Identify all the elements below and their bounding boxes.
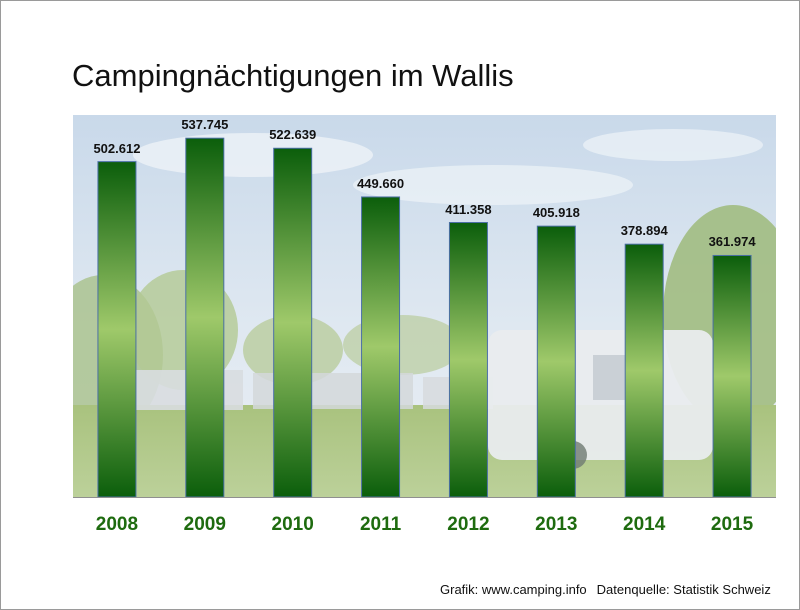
- footer-source: Grafik: www.camping.info Datenquelle: Sta…: [440, 582, 771, 597]
- chart-title: Campingnächtigungen im Wallis: [72, 58, 514, 93]
- graphic-credit: Grafik: www.camping.info: [440, 582, 587, 597]
- x-tick-label-2008: 2008: [95, 514, 139, 535]
- value-label-2008: 502.612: [93, 140, 141, 156]
- x-axis-line: [73, 497, 776, 498]
- x-tick-label-2012: 2012: [447, 514, 490, 535]
- plot-area: [73, 115, 776, 498]
- value-label-2015: 361.974: [708, 234, 756, 250]
- x-tick-label-2014: 2014: [623, 514, 666, 535]
- bar-2008: [97, 161, 137, 498]
- bar-2010: [273, 147, 313, 498]
- x-tick-label-2010: 2010: [271, 514, 314, 535]
- bar-2013: [536, 225, 576, 498]
- x-tick-label-2013: 2013: [535, 514, 578, 535]
- value-label-2009: 537.745: [181, 117, 229, 133]
- bar-2009: [185, 137, 225, 498]
- value-label-2014: 378.894: [620, 223, 668, 239]
- value-label-2012: 411.358: [445, 201, 492, 217]
- bar-chart: [73, 115, 776, 498]
- data-source: Datenquelle: Statistik Schweiz: [596, 582, 771, 597]
- x-tick-label-2009: 2009: [183, 514, 226, 535]
- value-label-2011: 449.660: [357, 175, 405, 191]
- bar-2014: [624, 243, 664, 498]
- bar-2011: [361, 196, 401, 498]
- bar-2012: [448, 222, 488, 498]
- value-label-2013: 405.918: [532, 205, 580, 221]
- value-label-2010: 522.639: [269, 127, 317, 143]
- x-tick-label-2015: 2015: [710, 514, 754, 535]
- x-tick-label-2011: 2011: [359, 514, 402, 535]
- bar-2015: [712, 254, 752, 498]
- camping-photo-background: [73, 115, 776, 498]
